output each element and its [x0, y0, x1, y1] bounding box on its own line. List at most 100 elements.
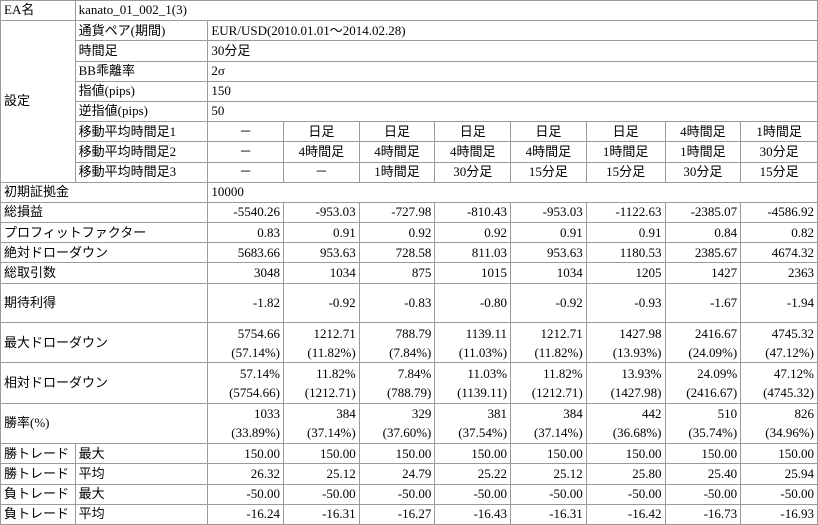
ma-value: 1時間足 [740, 121, 818, 143]
metric-subvalue: (33.89%) [231, 425, 281, 441]
metric-subvalue: (7.84%) [389, 344, 432, 360]
metric-value: 811.03 [434, 242, 512, 264]
metric-value: -0.93 [585, 282, 666, 324]
ma-value: － [207, 121, 285, 143]
metric-subvalue: (11.03%) [458, 344, 508, 360]
trade-value: -50.00 [740, 483, 818, 505]
trade-value: -50.00 [434, 483, 512, 505]
metric-value: 0.91 [283, 222, 360, 244]
metric-value-pair: 1427.98 (13.93%) [585, 321, 666, 364]
metric-subvalue: (11.82%) [307, 344, 356, 360]
table-row: 移動平均時間足3 －－ 1時間足 30分足 15分足 15分足 30分足 15分足 [1, 161, 818, 183]
metric-value-pair: 7.84% (788.79) [358, 362, 436, 404]
metric-value: 24.09% [697, 366, 738, 382]
metric-value: 1205 [585, 262, 666, 284]
metric-value-pair: 788.79 (7.84%) [358, 321, 436, 364]
table-row: 勝トレード 平均 26.32 25.12 24.79 25.22 25.12 25.80 25.… [0, 463, 818, 485]
metric-value: -0.92 [283, 282, 360, 324]
metric-value: 57.14% [239, 366, 281, 382]
metric-value-pair: 4745.32 (47.12%) [740, 321, 818, 364]
ma-value: 4時間足 [358, 141, 436, 163]
ma-key: 移動平均時間足1 [74, 121, 209, 143]
metric-subvalue: (788.79) [386, 385, 432, 401]
metric-value-pair: 1212.71 (11.82%) [510, 321, 587, 364]
ma-value: 30分足 [434, 161, 512, 183]
trade-value: -16.24 [207, 503, 285, 525]
ma-value: 日足 [283, 121, 360, 143]
table-row: 時間足 30分足 [1, 40, 818, 62]
trade-value: -16.27 [358, 503, 436, 525]
table-row: 負トレード 平均 -16.24 -16.31 -16.27 -16.43 -16.31 -16… [0, 503, 818, 525]
metric-subvalue: (37.60%) [382, 425, 432, 441]
metric-label: プロフィットファクター [0, 222, 209, 244]
metric-subvalue: (36.68%) [612, 425, 662, 441]
ma-value: 日足 [434, 121, 512, 143]
metric-subvalue: (37.54%) [458, 425, 508, 441]
trade-value: 25.80 [585, 463, 666, 485]
ma-key: 移動平均時間足2 [74, 141, 209, 163]
metric-value-pair: 510 (35.74%) [664, 402, 742, 445]
ma-value: 日足 [585, 121, 666, 143]
table-row: 移動平均時間足2 － 4時間足 4時間足 4時間足 4時間足 1時間足 1時間足 30分足 [1, 141, 818, 163]
setting-value: 30分足 [207, 40, 818, 62]
metric-subvalue: (5754.66) [229, 385, 281, 401]
metric-value-pair: 442 (36.68%) [585, 402, 666, 445]
trade-value: -16.73 [664, 503, 742, 525]
metric-subvalue: (1427.98) [610, 385, 662, 401]
metric-value: 1212.71 [540, 325, 583, 341]
table-row: 逆指値(pips) 50 [1, 100, 818, 123]
table-row: プロフィットファクター 0.83 0.91 0.92 0.92 0.91 0.91 0.84 0… [0, 222, 818, 244]
metric-value: 1034 [510, 262, 587, 284]
table-row: 移動平均時間足1 －日足 日足 日足 日足 日足 4時間足 1時間足 [1, 121, 818, 143]
setting-value: 150 [207, 80, 818, 102]
metric-value-pair: 1212.71 (11.82%) [283, 321, 360, 364]
trade-value: -16.31 [510, 503, 587, 525]
table-row: 期待利得 -1.82 -0.92 -0.83 -0.80 -0.92 -0.93 -1.67-… [0, 282, 818, 324]
trade-value: -16.93 [740, 503, 818, 525]
metric-value: 11.82% [543, 366, 583, 382]
metric-value: -953.03 [283, 201, 360, 224]
metric-value: 0.91 [585, 222, 666, 244]
metric-value: -1.94 [740, 282, 818, 324]
table-row: 勝率(%) 1033 (33.89%) 384 (37.14%) 329 (37.60%) 3… [0, 402, 818, 445]
metric-label: 勝率(%) [0, 402, 209, 445]
settings-label: 設定 [0, 20, 76, 183]
setting-value: 2σ [207, 60, 818, 82]
metric-value: 5683.66 [207, 242, 285, 264]
ea-value: kanato_01_002_1(3) [74, 0, 818, 22]
metric-value: 875 [358, 262, 436, 284]
metric-value: 4674.32 [740, 242, 818, 264]
metric-value: 0.92 [434, 222, 512, 244]
metric-value: 384 [563, 406, 583, 422]
trade-value: 150.00 [434, 443, 512, 465]
setting-key: 逆指値(pips) [74, 100, 209, 123]
metric-value: -1.67 [664, 282, 742, 324]
table-row: 総損益 -5540.26 -953.03 -727.98 -810.43 -953.03-… [0, 201, 818, 224]
trade-value: 150.00 [740, 443, 818, 465]
trade-value: -16.42 [585, 503, 666, 525]
metric-label: 期待利得 [0, 282, 209, 324]
metric-label: 総損益 [0, 201, 209, 224]
setting-value: EUR/USD(2010.01.01～2014.02.28) [207, 20, 818, 42]
ma-value: 4時間足 [283, 141, 360, 163]
metric-label: 相対ドローダウン [0, 362, 209, 404]
metric-subvalue: (11.82%) [534, 344, 583, 360]
ma-value: 15分足 [585, 161, 666, 183]
metric-value: -1.82 [207, 282, 285, 324]
trade-value: 26.32 [207, 463, 285, 485]
metric-value: 2363 [740, 262, 818, 284]
metric-value: -4586.92 [740, 201, 818, 224]
metric-subvalue: (13.93%) [612, 344, 662, 360]
setting-key: 指値(pips) [74, 80, 209, 102]
metric-subvalue: (1212.71) [304, 385, 356, 401]
metric-subvalue: (37.14%) [533, 425, 583, 441]
metric-value-pair: 47.12% (4745.32) [740, 362, 818, 404]
metric-value: 47.12% [773, 366, 814, 382]
ma-value: 30分足 [740, 141, 818, 163]
metric-value: 1427.98 [619, 325, 662, 341]
metric-value: 2385.67 [664, 242, 742, 264]
metric-value: 4745.32 [771, 325, 814, 341]
metric-value: 11.82% [316, 366, 356, 382]
metric-value: -2385.07 [664, 201, 742, 224]
table-row: 相対ドローダウン 57.14% (5754.66) 11.82% (1212.71) 7.… [0, 362, 818, 404]
